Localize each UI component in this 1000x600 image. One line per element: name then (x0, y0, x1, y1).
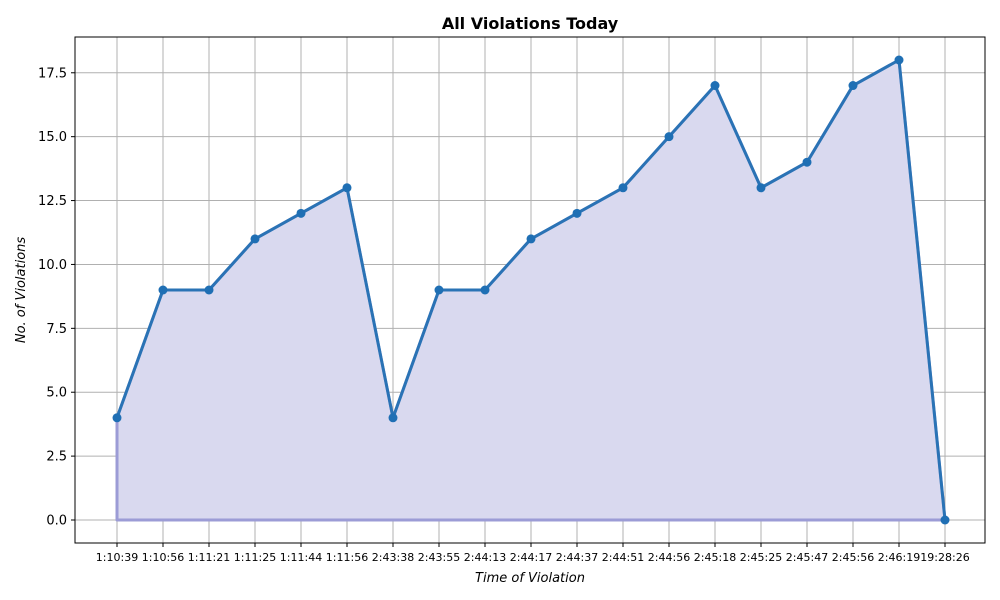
data-point (664, 132, 674, 142)
data-point (618, 183, 628, 193)
y-axis-ticks: 0.0 2.5 5.0 7.5 10.0 12.5 15.0 17.5 (38, 66, 75, 529)
x-tick-label: 1:11:21 (188, 551, 230, 564)
data-point (940, 515, 950, 525)
data-point (434, 285, 444, 295)
x-tick-label: 2:46:19 (878, 551, 920, 564)
y-axis-label: No. of Violations (14, 237, 29, 344)
x-tick-label: 2:44:56 (648, 551, 690, 564)
data-point (250, 234, 260, 244)
data-point (710, 81, 720, 91)
x-tick-label: 2:45:56 (832, 551, 874, 564)
x-tick-label: 2:45:47 (786, 551, 828, 564)
y-tick-label: 7.5 (46, 322, 67, 337)
x-tick-label: 1:10:39 (96, 551, 138, 564)
x-tick-label: 2:45:18 (694, 551, 736, 564)
marker-layer (112, 55, 950, 525)
x-tick-label: 1:11:44 (280, 551, 322, 564)
data-point (342, 183, 352, 193)
x-tick-label: 19:28:26 (920, 551, 969, 564)
y-tick-label: 17.5 (38, 66, 67, 81)
x-tick-label: 2:43:38 (372, 551, 414, 564)
x-axis-ticks: 1:10:39 1:10:56 1:11:21 1:11:25 1:11:44 1:11:… (96, 543, 970, 564)
x-tick-label: 2:43:55 (418, 551, 460, 564)
plot-area-frame (74, 36, 986, 544)
data-point (158, 285, 168, 295)
data-point (296, 208, 306, 218)
y-tick-label: 15.0 (38, 130, 67, 145)
y-tick-label: 0.0 (46, 514, 67, 529)
y-tick-label: 2.5 (46, 450, 67, 465)
x-tick-label: 2:45:25 (740, 551, 782, 564)
x-tick-label: 1:11:56 (326, 551, 368, 564)
data-point (572, 208, 582, 218)
data-point (480, 285, 490, 295)
x-tick-label: 2:44:17 (510, 551, 552, 564)
data-point (204, 285, 214, 295)
y-tick-label: 12.5 (38, 194, 67, 209)
x-tick-label: 1:11:25 (234, 551, 276, 564)
data-point (802, 157, 812, 167)
x-tick-label: 2:44:37 (556, 551, 598, 564)
data-point (526, 234, 536, 244)
y-tick-label: 10.0 (38, 258, 67, 273)
x-tick-label: 2:44:13 (464, 551, 506, 564)
x-tick-label: 2:44:51 (602, 551, 644, 564)
y-tick-label: 5.0 (46, 386, 67, 401)
data-point (388, 413, 398, 423)
data-point (894, 55, 904, 65)
x-tick-label: 1:10:56 (142, 551, 184, 564)
x-axis-label: Time of Violation (475, 571, 585, 586)
chart-title: All Violations Today (442, 14, 619, 33)
data-point (756, 183, 766, 193)
data-point (848, 81, 858, 91)
data-point (112, 413, 122, 423)
